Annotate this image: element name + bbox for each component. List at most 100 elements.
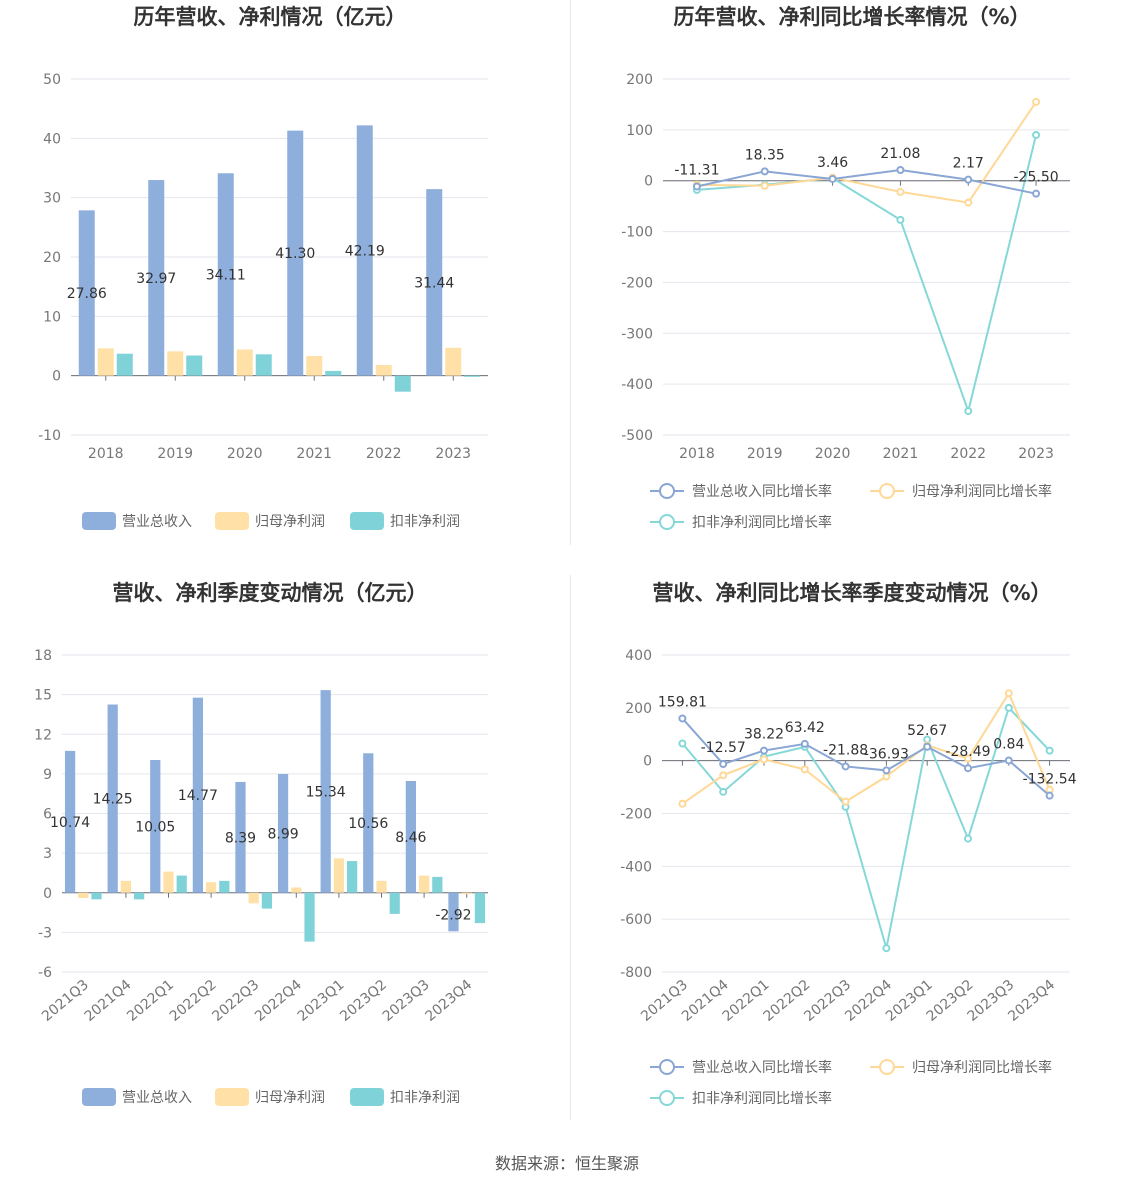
series-point [719, 771, 728, 780]
bar-revenue [78, 210, 95, 376]
x-tick-label: 2018 [679, 446, 715, 462]
series-point [1004, 689, 1013, 698]
bar-deducted-profit [255, 354, 272, 376]
x-tick-label: 2021Q4 [82, 977, 135, 1025]
bar-deducted-profit [134, 892, 145, 900]
bar-net-profit [445, 347, 462, 376]
bar-data-label: 10.74 [50, 815, 90, 831]
bar-deducted-profit [474, 892, 486, 924]
x-tick-label: 2021 [883, 446, 919, 462]
line-data-label: -21.88 [823, 742, 868, 758]
series-line-2 [681, 705, 1051, 949]
chart-group-0: 历年营收、净利情况（亿元） -10 0 10 20 30 40 50 2018 2019 2020 2… [38, 5, 488, 530]
bar-revenue [320, 690, 331, 893]
series-point [923, 742, 932, 751]
series-point [964, 198, 973, 207]
line-data-label: -36.93 [864, 746, 909, 762]
legend-marker [659, 1059, 675, 1075]
legend-marker [659, 483, 675, 499]
bar-net-profit [291, 887, 302, 893]
y-tick-label: -600 [620, 912, 652, 928]
series-point [964, 834, 972, 843]
x-tick-label: 2021 [296, 446, 332, 462]
y-tick-label: 10 [43, 309, 61, 325]
series-point [964, 407, 973, 416]
bar-revenue [287, 130, 304, 376]
bar-deducted-profit [394, 375, 411, 392]
legend-label: 扣非净利润 [390, 514, 460, 530]
bar-net-profit [376, 880, 387, 893]
legend-label: 扣非净利润同比增长率 [692, 1090, 832, 1107]
bar-net-profit [248, 892, 259, 904]
x-tick-label: 2023 [435, 446, 471, 462]
line-data-label: -132.54 [1023, 772, 1077, 788]
legend-marker [879, 483, 895, 499]
line-data-label: 3.46 [817, 155, 848, 171]
bar-data-label: 41.30 [275, 246, 315, 262]
series-point [1032, 97, 1041, 106]
bar-net-profit [78, 892, 89, 899]
y-tick-label: -3 [38, 925, 52, 941]
x-tick-label: 2023Q4 [422, 977, 475, 1025]
bar-revenue [217, 173, 234, 376]
line-data-label: 159.81 [658, 694, 707, 710]
line-data-label: 2.17 [953, 156, 984, 172]
bar-deducted-profit [91, 892, 102, 900]
series-point [760, 755, 768, 764]
series-line-0 [681, 717, 1051, 797]
y-tick-label: -200 [620, 807, 652, 823]
y-tick-label: 9 [43, 767, 52, 783]
bar-revenue [150, 760, 161, 893]
x-tick-label: 2022Q1 [124, 977, 177, 1025]
line-data-label: -11.31 [674, 162, 719, 178]
legend-swatch [215, 512, 249, 530]
bar-data-label: 14.77 [178, 788, 218, 804]
bar-revenue [277, 774, 289, 893]
series-point [800, 765, 809, 774]
series-point [678, 799, 687, 808]
y-tick-label: 0 [43, 886, 52, 902]
legend-swatch [350, 512, 384, 530]
legend-marker [659, 514, 675, 530]
line-data-label: 21.08 [880, 146, 920, 162]
series-point [760, 181, 769, 190]
bar-revenue [192, 697, 203, 893]
bar-deducted-profit [347, 861, 358, 893]
line-data-label: -28.49 [945, 744, 990, 760]
bar-net-profit [333, 858, 345, 893]
y-tick-label: -6 [38, 965, 52, 981]
x-tick-label: 2023Q3 [380, 977, 433, 1025]
bar-net-profit [306, 356, 323, 376]
bar-revenue [426, 189, 443, 376]
series-point [678, 739, 687, 748]
x-tick-label: 2019 [157, 446, 193, 462]
data-source-note: 数据来源：恒生聚源 [494, 1154, 639, 1173]
legend-label: 归母净利润 [255, 513, 325, 530]
bar-revenue [148, 180, 165, 376]
bar-data-label: 14.25 [93, 792, 133, 808]
x-tick-label: 2018 [88, 446, 124, 462]
y-tick-label: 0 [643, 754, 652, 770]
y-tick-label: 200 [626, 72, 653, 88]
bar-net-profit [163, 871, 174, 893]
series-point [1045, 791, 1054, 800]
bar-data-label: 10.05 [135, 819, 175, 835]
x-tick-label: 2023 [1018, 446, 1054, 462]
series-point [760, 167, 769, 176]
legend-label: 营业总收入同比增长率 [692, 483, 832, 500]
bar-deducted-profit [219, 880, 230, 893]
y-tick-label: 100 [626, 123, 653, 139]
bar-data-label: 34.11 [206, 267, 246, 283]
x-tick-label: 2022 [366, 446, 402, 462]
line-data-label: 52.67 [907, 723, 947, 739]
y-tick-label: -10 [38, 428, 61, 444]
series-point [1004, 756, 1013, 765]
series-point [1045, 746, 1054, 755]
bar-data-label: 27.86 [67, 286, 107, 302]
line-data-label: 38.22 [744, 727, 784, 743]
bar-deducted-profit [116, 353, 133, 376]
series-point [964, 175, 973, 184]
bar-deducted-profit [464, 375, 481, 377]
bar-net-profit [205, 882, 217, 893]
